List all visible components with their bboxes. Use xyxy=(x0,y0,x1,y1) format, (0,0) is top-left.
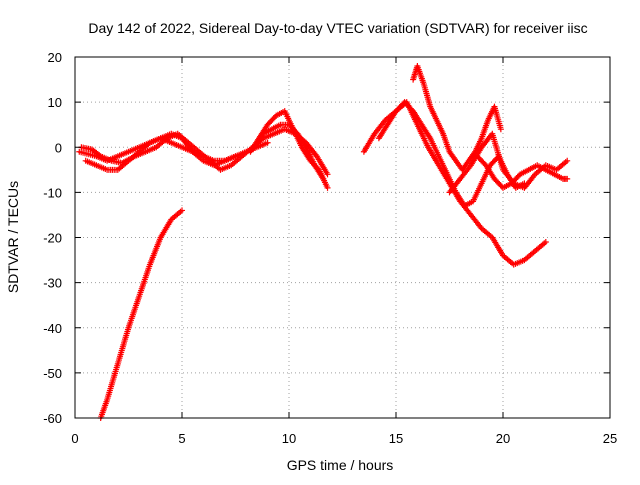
x-axis-label: GPS time / hours xyxy=(287,457,394,473)
x-tick-label: 20 xyxy=(496,431,510,446)
y-tick-label: -60 xyxy=(43,411,62,426)
y-tick-label: -10 xyxy=(43,185,62,200)
data-point xyxy=(320,175,327,182)
y-tick-label: 0 xyxy=(55,140,62,155)
x-tick-label: 0 xyxy=(71,431,78,446)
series-layer xyxy=(76,63,571,421)
data-point xyxy=(232,153,239,160)
data-point xyxy=(564,175,571,182)
y-tick-label: -40 xyxy=(43,321,62,336)
x-tick-label: 15 xyxy=(389,431,403,446)
x-tick-label: 5 xyxy=(178,431,185,446)
data-point xyxy=(324,184,331,191)
data-point xyxy=(564,157,571,164)
y-tick-label: 20 xyxy=(48,50,62,65)
data-point xyxy=(179,207,185,214)
x-tick-label: 25 xyxy=(603,431,617,446)
tick-layer: 0 5 10 15 20 25 -60 -50 -40 -30 -20 -10 0 10 20 xyxy=(43,50,617,446)
grid-layer xyxy=(75,57,610,418)
y-tick-label: 10 xyxy=(48,95,62,110)
series-track-e xyxy=(251,121,327,182)
chart-title: Day 142 of 2022, Sidereal Day-to-day VTE… xyxy=(88,20,587,36)
y-axis-label: SDTVAR / TECUs xyxy=(5,181,21,293)
series-track-c xyxy=(82,130,239,173)
series-track-k xyxy=(474,153,571,191)
y-tick-label: -20 xyxy=(43,231,62,246)
y-tick-label: -30 xyxy=(43,276,62,291)
data-point xyxy=(264,139,271,146)
series-track-f xyxy=(97,207,185,421)
y-tick-label: -50 xyxy=(43,366,62,381)
data-point xyxy=(324,171,331,178)
data-point xyxy=(542,239,549,246)
data-point xyxy=(497,126,504,133)
x-tick-label: 10 xyxy=(282,431,296,446)
